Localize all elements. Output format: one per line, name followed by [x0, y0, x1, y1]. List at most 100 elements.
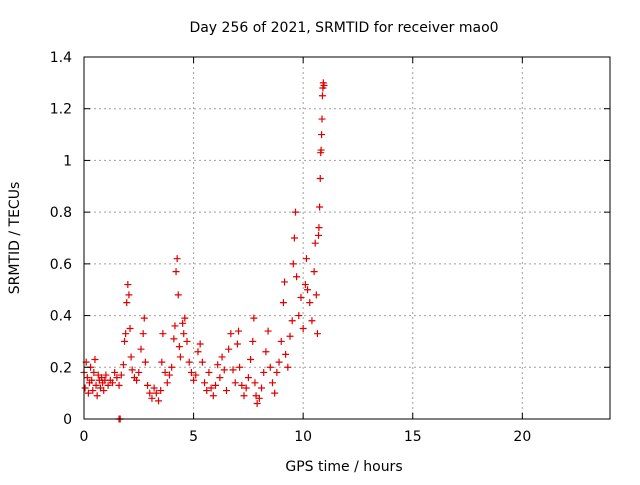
data-point [277, 337, 285, 345]
data-point [175, 343, 183, 351]
data-point [273, 368, 281, 376]
data-point [249, 337, 257, 345]
data-point [150, 384, 158, 392]
data-point [286, 332, 294, 340]
data-point [242, 384, 250, 392]
data-point [258, 384, 266, 392]
data-point [144, 381, 152, 389]
data-point [155, 397, 163, 405]
data-point [312, 291, 320, 299]
data-point [183, 337, 191, 345]
data-point [310, 268, 318, 276]
y-tick-label: 0.6 [50, 257, 72, 273]
data-point [140, 314, 148, 322]
data-point [171, 322, 179, 330]
data-point [119, 361, 127, 369]
x-tick-label: 10 [294, 429, 312, 445]
data-point [92, 381, 100, 389]
data-point [225, 345, 233, 353]
data-point [218, 353, 226, 361]
data-points-layer [80, 79, 328, 423]
data-point [253, 399, 261, 407]
data-point [313, 330, 321, 338]
plot-frame [83, 56, 611, 420]
data-point [157, 387, 165, 395]
data-point [133, 376, 141, 384]
data-point [170, 335, 178, 343]
data-point [207, 384, 215, 392]
data-point [102, 371, 110, 379]
data-point [236, 363, 244, 371]
data-point [115, 381, 123, 389]
data-point [216, 374, 224, 382]
data-point [89, 387, 97, 395]
data-point [159, 330, 167, 338]
data-point [293, 273, 301, 281]
data-point [264, 327, 272, 335]
data-point [139, 330, 147, 338]
data-point [93, 392, 101, 400]
data-point [266, 363, 274, 371]
data-point [179, 319, 187, 327]
x-axis-title: GPS time / hours [285, 459, 402, 475]
data-point [187, 368, 195, 376]
data-point [121, 337, 129, 345]
data-point [126, 325, 134, 332]
data-point [128, 366, 136, 374]
data-point [231, 379, 239, 387]
data-point [271, 389, 279, 397]
data-point [190, 376, 198, 384]
data-point [320, 81, 328, 89]
data-point [306, 299, 314, 307]
y-tick-label: 0.2 [50, 360, 72, 376]
y-tick-label: 0.4 [50, 309, 72, 325]
data-point [318, 131, 326, 139]
data-point [203, 387, 211, 395]
data-point [260, 368, 268, 376]
data-point [88, 376, 96, 384]
data-point [281, 278, 289, 286]
data-point [196, 340, 204, 348]
data-point [194, 348, 202, 356]
data-point [240, 392, 248, 400]
data-point [111, 368, 119, 376]
data-point [146, 389, 154, 397]
data-point [282, 350, 290, 358]
data-point [100, 387, 108, 395]
data-point [180, 330, 188, 338]
data-point [161, 368, 169, 376]
data-point [117, 371, 125, 379]
data-point [173, 255, 181, 263]
data-point [83, 374, 91, 382]
x-tick-label: 15 [404, 429, 422, 445]
data-point [125, 291, 133, 299]
data-point [122, 330, 130, 338]
data-point [141, 358, 149, 366]
data-point [284, 363, 292, 371]
data-point [152, 389, 160, 397]
data-point [90, 368, 98, 376]
y-tick-label: 1 [63, 153, 72, 169]
data-point [250, 314, 258, 322]
data-point [289, 260, 297, 268]
data-point [137, 345, 145, 353]
data-point [244, 374, 252, 382]
data-point [209, 392, 217, 400]
data-point [317, 146, 325, 154]
data-point [181, 314, 189, 322]
data-point [301, 281, 309, 289]
data-point [123, 299, 131, 307]
data-point [165, 371, 173, 379]
data-point [135, 368, 143, 376]
data-point [262, 348, 270, 356]
data-point [229, 366, 237, 374]
data-point [163, 379, 171, 387]
data-point [192, 371, 200, 379]
x-tick-label: 0 [80, 429, 89, 445]
data-point [318, 115, 326, 123]
data-point [297, 293, 305, 301]
data-point [227, 330, 235, 338]
data-point [212, 381, 219, 389]
